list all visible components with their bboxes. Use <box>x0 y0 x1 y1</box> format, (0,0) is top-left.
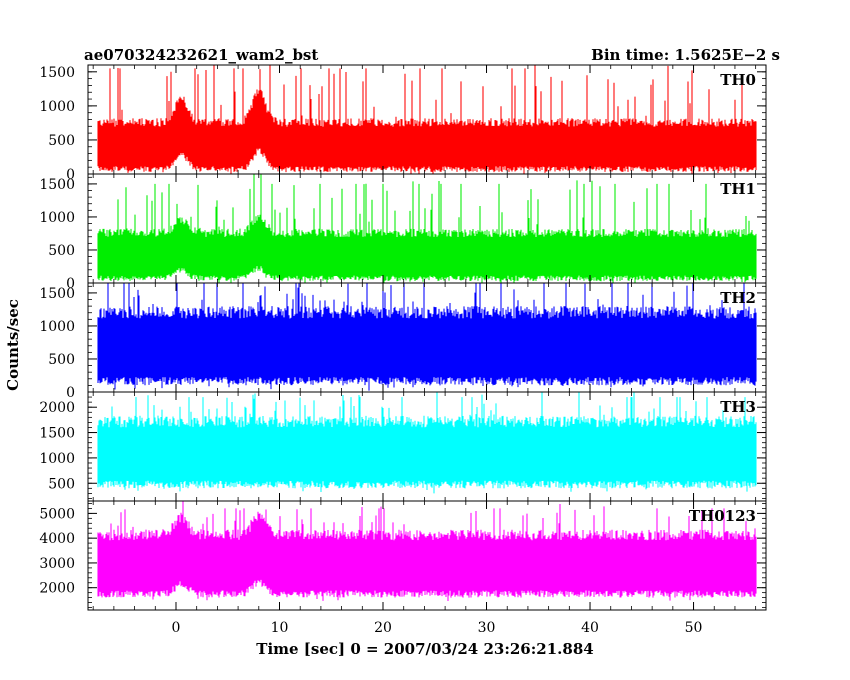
panel-label: TH3 <box>720 398 756 416</box>
panel-th3: 500 1000 1500 2000 TH3 <box>39 391 767 502</box>
panel-th2: 0 500 1000 1500 TH2 <box>39 282 767 401</box>
y-tick-label: 1500 <box>39 177 75 193</box>
x-tick-label: 50 <box>685 620 703 636</box>
series-th2 <box>97 283 757 391</box>
y-tick-label: 1500 <box>39 426 75 442</box>
bin-time-label: Bin time: 1.5625E−2 s <box>591 46 780 64</box>
series-th0 <box>97 65 757 174</box>
y-tick-label: 1000 <box>39 319 75 335</box>
x-axis-label: Time [sec] 0 = 2007/03/24 23:26:21.884 <box>256 640 593 658</box>
y-tick-label: 1500 <box>39 65 75 81</box>
panel-th1: 0 500 1000 1500 TH1 <box>39 173 767 292</box>
y-axis-label: Counts/sec <box>4 299 22 391</box>
y-tick-label: 1000 <box>39 451 75 467</box>
panel-label: TH0123 <box>689 507 756 525</box>
panel-label: TH1 <box>720 180 756 198</box>
x-tick-label: 40 <box>581 620 599 636</box>
y-tick-label: 4000 <box>39 531 75 547</box>
y-tick-label: 500 <box>48 133 75 149</box>
y-tick-label: 5000 <box>39 506 75 522</box>
y-tick-label: 0 <box>66 167 75 183</box>
series-th1 <box>97 174 757 283</box>
y-tick-label: 500 <box>48 352 75 368</box>
panel-th0: 0 500 1000 1500 TH0 <box>39 64 767 183</box>
panel-th0123: 2000 3000 4000 5000 TH0123 <box>39 500 767 611</box>
panel-label: TH2 <box>720 289 756 307</box>
x-tick-label: 0 <box>172 620 181 636</box>
y-tick-label: 500 <box>48 243 75 259</box>
series-th3 <box>97 392 757 494</box>
y-tick-label: 1000 <box>39 210 75 226</box>
chart-title: ae070324232621_wam2_bst <box>84 46 318 64</box>
y-tick-label: 0 <box>66 276 75 292</box>
y-tick-label: 3000 <box>39 556 75 572</box>
y-tick-label: 1000 <box>39 99 75 115</box>
panel-frame <box>87 500 767 611</box>
y-tick-label: 500 <box>48 476 75 492</box>
y-tick-label: 0 <box>66 385 75 401</box>
y-tick-label: 1500 <box>39 286 75 302</box>
x-tick-label: 10 <box>271 620 289 636</box>
series-th0123 <box>97 501 757 601</box>
x-tick-label: 30 <box>478 620 496 636</box>
y-tick-label: 2000 <box>39 581 75 597</box>
panel-label: TH0 <box>720 71 756 89</box>
y-tick-label: 2000 <box>39 400 75 416</box>
x-tick-label: 20 <box>374 620 392 636</box>
